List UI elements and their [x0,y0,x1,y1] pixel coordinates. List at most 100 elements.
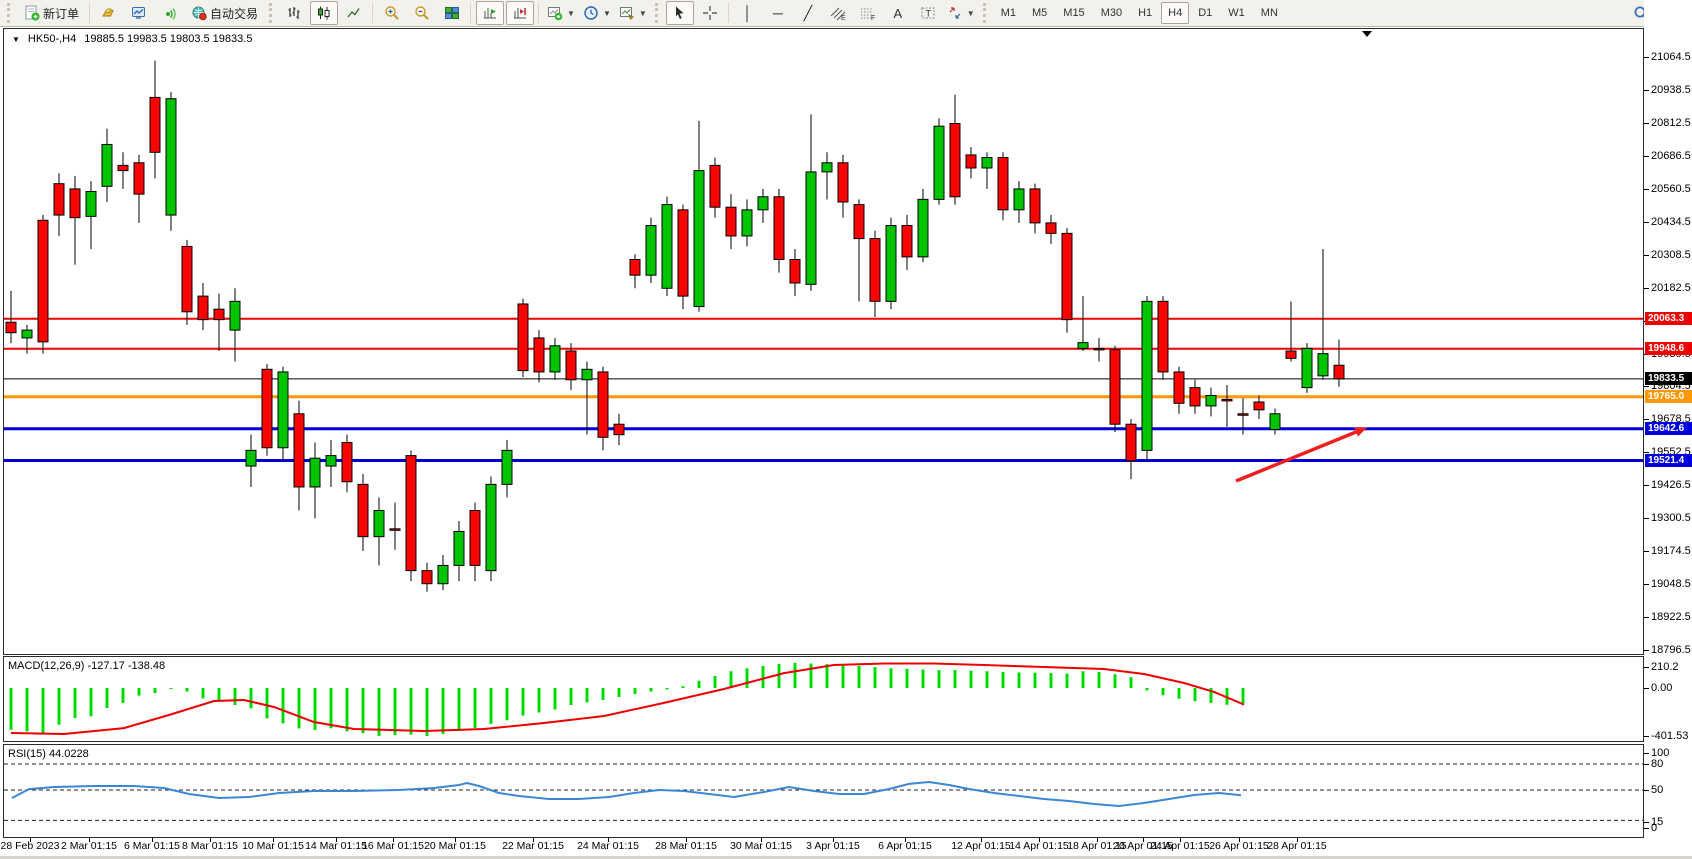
candle [309,442,321,519]
price-axis[interactable]: 21064.5 20938.5 20812.5 20686.5 20560.5 20434… [1644,0,1692,859]
date-label: 12 Apr 01:15 [951,840,1011,852]
candle [597,366,609,451]
vertical-line-button[interactable]: │ [734,1,762,25]
date-tick [533,838,534,842]
macd-signal-line [10,662,1245,736]
candle [1077,296,1089,352]
date-tick [152,838,153,842]
cursor-button[interactable] [665,1,694,25]
timeframe-mn[interactable]: MN [1260,7,1278,19]
timeframe-w1[interactable]: W1 [1228,7,1245,19]
candlestick-chart [4,31,1643,592]
candle [1253,395,1265,419]
candle [69,175,81,265]
date-tick [393,838,394,842]
timeframe-m15[interactable]: M15 [1063,7,1085,19]
price-axis-label: 20182.5 [1651,281,1691,294]
zoom-in-button[interactable] [378,1,406,25]
text-label-icon: T [921,7,935,19]
bar-chart-button[interactable] [280,1,308,25]
main-chart-panel[interactable]: ▼ HK50-,H4 19885.5 19983.5 19803.5 19833… [3,28,1644,655]
crosshair-button[interactable] [696,1,724,25]
new-order-button[interactable]: 新订单 [18,1,85,25]
signal-icon [166,8,176,20]
price-badge-19521.4: 19521.4 [1645,453,1692,467]
candlestick-chart-button[interactable] [310,1,339,25]
candle [453,520,465,582]
timeframe-d1[interactable]: D1 [1198,7,1213,19]
price-badge-19833.5: 19833.5 [1645,372,1692,386]
chart-shift-button[interactable] [506,1,535,25]
trendline-button[interactable]: ╱ [794,1,822,25]
template-button[interactable]: ▼ [616,1,650,25]
candle [485,476,497,582]
timeframe-h1[interactable]: H1 [1138,7,1153,19]
price-axis-label: 20434.5 [1651,215,1691,228]
date-axis[interactable]: 28 Feb 2023 2 Mar 01:15 6 Mar 01:15 8 Mar 0… [1,838,1644,856]
collapse-triangle-icon[interactable]: ▼ [12,34,20,44]
macd-scale-label: 210.2 [1651,661,1679,673]
rsi-scale-label: 80 [1651,758,1664,770]
svg-text:E: E [841,15,846,21]
macd-label: MACD(12,26,9) -127.17 -138.48 [8,660,166,672]
date-label: 6 Mar 01:15 [123,840,181,852]
autotrading-globe-icon [192,6,207,21]
separator [372,3,374,23]
axis-tick [1644,188,1649,190]
arrows-button[interactable]: ▼ [944,1,978,25]
text-button[interactable]: A [884,1,912,25]
equidistant-channel-button[interactable]: E [824,1,852,25]
market-window-button[interactable] [125,1,153,25]
line-chart-button[interactable] [340,1,368,25]
price-axis-label: 19048.5 [1651,578,1691,591]
rsi-label: RSI(15) 44.0228 [8,748,89,760]
timeframe-h4[interactable]: H4 [1161,2,1190,24]
axis-tick [1644,688,1649,689]
chart-shift-icon [514,8,527,19]
timeframe-m1[interactable]: M1 [1000,7,1016,19]
candle [1109,345,1121,433]
period-clock-button[interactable]: ▼ [580,1,614,25]
candle [1045,215,1057,244]
candle [1317,249,1329,380]
macd-panel[interactable]: MACD(12,26,9) -127.17 -138.48 [3,656,1644,742]
date-label: 24 Mar 01:15 [577,840,639,852]
deposit-gold-button[interactable] [95,1,123,25]
trend-arrow-annotation[interactable] [1235,427,1368,483]
candle [21,324,33,354]
macd-scale-label: -401.53 [1651,730,1689,742]
tile-windows-button[interactable] [438,1,466,25]
candle [1013,181,1025,223]
autotrading-button[interactable]: 自动交易 [185,1,264,25]
axis-tick [1644,89,1649,91]
new-chart-button[interactable]: ▼ [544,1,578,25]
axis-tick [1644,736,1649,737]
zoom-out-button[interactable] [408,1,436,25]
timeframe-m30[interactable]: M30 [1100,7,1123,19]
candle [949,94,961,205]
candle [1301,343,1313,393]
candle [1061,228,1073,333]
timeframe-m5[interactable]: M5 [1032,7,1048,19]
candle [789,249,801,297]
toolbar-grip [269,3,275,23]
separator [89,3,91,23]
candle [85,181,97,250]
chart-shift-marker-icon[interactable] [1362,31,1372,37]
text-label-button[interactable]: T [914,1,942,25]
fibonacci-button[interactable]: F [854,1,882,25]
toolbar-grip [7,3,13,23]
horizontal-line-button[interactable]: ─ [764,1,792,25]
date-tick [905,838,906,842]
auto-scroll-button[interactable] [476,1,505,25]
rsi-panel[interactable]: RSI(15) 44.0228 [3,744,1644,838]
candle [1205,387,1217,417]
candle [901,215,913,270]
signals-button[interactable] [155,1,183,25]
price-axis-label: 20308.5 [1651,248,1691,261]
candle [885,217,897,310]
candle [117,152,129,189]
candle [213,293,225,352]
date-label: 14 Apr 01:15 [1009,840,1069,852]
candle [725,194,737,250]
